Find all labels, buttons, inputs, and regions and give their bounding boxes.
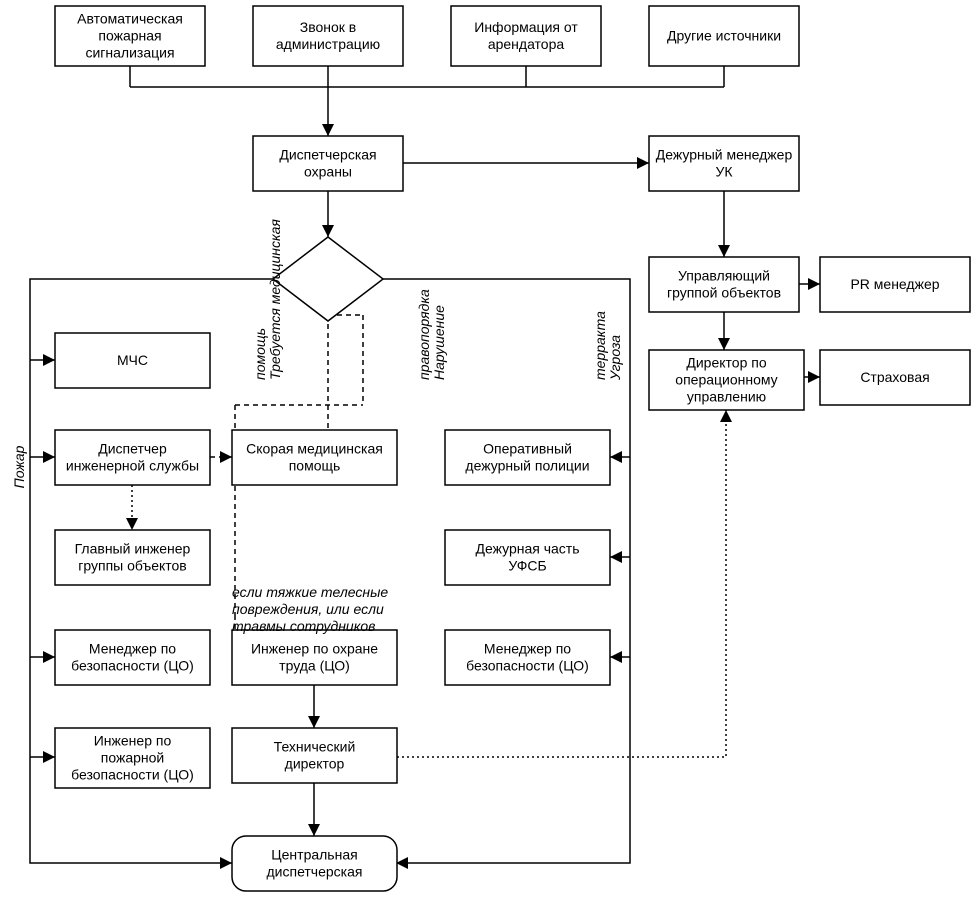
note-line: если тяжкие телесные xyxy=(232,584,388,600)
arrowhead xyxy=(610,451,622,463)
node-label: Скорая медицинская xyxy=(246,441,383,457)
node-label: пожарная xyxy=(98,28,161,44)
node-label: охраны xyxy=(304,164,352,180)
node-label: диспетчерская xyxy=(267,864,363,880)
node-label: Директор по xyxy=(686,355,766,371)
node-label: безопасности (ЦО) xyxy=(71,658,194,674)
node-label: помощь xyxy=(289,458,341,474)
arrowhead xyxy=(808,371,820,383)
branch-label-terror: Угроза xyxy=(607,335,623,381)
branch-label-terror-2: терракта xyxy=(592,311,608,380)
node-label: Автоматическая xyxy=(77,11,183,27)
branch-label-law-2: правопорядка xyxy=(416,289,432,380)
arrowhead xyxy=(808,278,820,290)
node-label: Менеджер по xyxy=(89,641,176,657)
arrowhead xyxy=(396,857,408,869)
node-label: директор xyxy=(285,756,345,772)
node-label: инженерной службы xyxy=(66,458,199,474)
note-line: повреждения, или если xyxy=(232,601,384,617)
arrowhead xyxy=(43,451,55,463)
arrowhead xyxy=(43,354,55,366)
arrowhead xyxy=(308,716,320,728)
arrowhead xyxy=(637,157,649,169)
node-label: Звонок в xyxy=(300,19,357,35)
node-label: администрацию xyxy=(276,36,380,52)
node-label: УК xyxy=(715,164,733,180)
node-label: Главный инженер xyxy=(75,541,191,557)
node-label: Страховая xyxy=(860,369,929,385)
node-label: Дежурный менеджер xyxy=(656,147,793,163)
node-label: Управляющий xyxy=(678,268,770,284)
node-label: пожарной xyxy=(101,750,165,766)
arrowhead xyxy=(43,751,55,763)
edge xyxy=(328,315,363,430)
node-label: Дежурная часть xyxy=(475,541,579,557)
branch-label-law: Нарушение xyxy=(431,305,447,380)
node-label: группой объектов xyxy=(667,285,781,301)
node-label: Диспетчер xyxy=(98,441,167,457)
node-label: группы объектов xyxy=(78,558,187,574)
flowchart-canvas: Автоматическаяпожарнаясигнализация Звонок… xyxy=(0,0,974,924)
node-label: PR менеджер xyxy=(850,276,939,292)
branch-label-medical-2: помощь xyxy=(252,328,268,380)
note-line: травмы сотрудников xyxy=(232,618,375,634)
node-label: Менеджер по xyxy=(484,641,571,657)
arrowhead xyxy=(322,225,334,237)
node-label: безопасности (ЦО) xyxy=(71,767,194,783)
branch-label-medical: Требуется медицинская xyxy=(267,219,283,380)
node-label: управлению xyxy=(687,389,766,405)
arrowhead xyxy=(126,518,138,530)
node-label: Инженер по xyxy=(94,733,172,749)
node-label: Центральная xyxy=(271,847,357,863)
arrowhead xyxy=(308,824,320,836)
node-label: операционному xyxy=(675,372,777,388)
node-label: Другие источники xyxy=(667,28,781,44)
arrowhead xyxy=(43,651,55,663)
arrowhead xyxy=(220,857,232,869)
arrowhead xyxy=(718,338,730,350)
node-label: Оперативный xyxy=(483,441,572,457)
node-label: безопасности (ЦО) xyxy=(466,658,589,674)
node-label: труда (ЦО) xyxy=(279,658,350,674)
node-label: сигнализация xyxy=(85,45,174,61)
arrowhead xyxy=(720,410,732,422)
arrowhead xyxy=(322,124,334,136)
node-label: Диспетчерская xyxy=(279,147,376,163)
node-label: УФСБ xyxy=(508,558,546,574)
arrowhead xyxy=(610,651,622,663)
node-label: Информация от xyxy=(474,19,578,35)
arrowhead xyxy=(610,551,622,563)
node-label: дежурный полиции xyxy=(465,458,589,474)
node-label: арендатора xyxy=(488,36,565,52)
decision-node xyxy=(273,237,383,321)
node-label: Инженер по охране xyxy=(251,641,378,657)
branch-label-fire: Пожар xyxy=(11,445,27,488)
node-label: Технический xyxy=(274,739,356,755)
arrowhead xyxy=(220,451,232,463)
node-label: МЧС xyxy=(117,352,148,368)
arrowhead xyxy=(718,245,730,257)
